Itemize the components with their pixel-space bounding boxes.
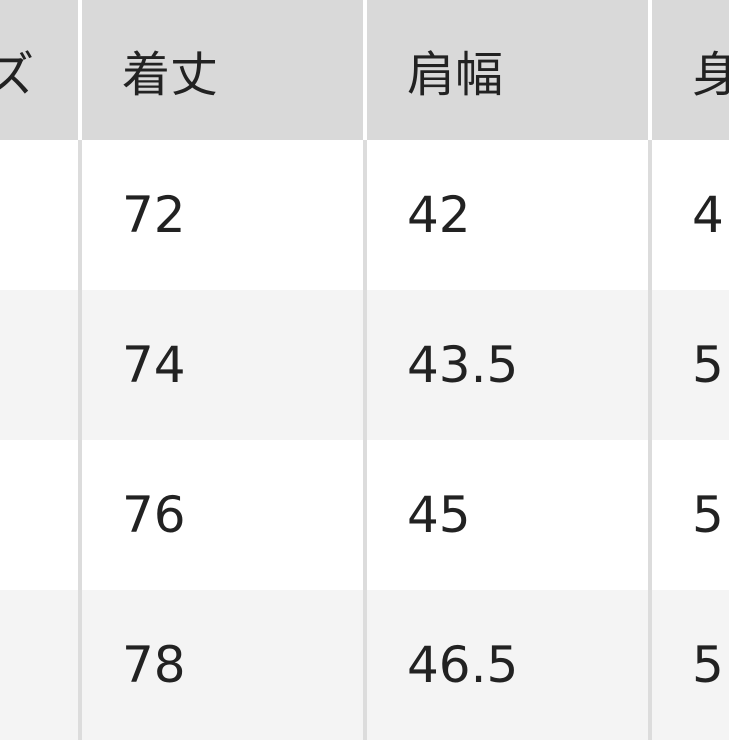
cell-length: 72 [82, 140, 367, 290]
cell-shoulder-width: 42 [367, 140, 652, 290]
cell-length: 76 [82, 440, 367, 590]
header-body-width: 身 [692, 47, 729, 103]
cell-body-width: 4 [692, 186, 724, 244]
cell-body-width: 5 [692, 636, 724, 694]
header-length: 着丈 [82, 0, 367, 140]
cell-length: 74 [82, 290, 367, 440]
cell-size [0, 290, 82, 440]
table-row: 72 42 4 [0, 140, 729, 290]
table-row: 78 46.5 5 [0, 590, 729, 740]
table-row: 76 45 5 [0, 440, 729, 590]
header-size: ズ [0, 0, 82, 140]
header-shoulder-width: 肩幅 [367, 0, 652, 140]
cell-shoulder-width: 45 [367, 440, 652, 590]
cell-body-width: 5 [692, 336, 724, 394]
cell-body-width: 5 [692, 486, 724, 544]
cell-size [0, 440, 82, 590]
table-header-row: ズ 着丈 肩幅 身 [0, 0, 729, 140]
cell-size [0, 140, 82, 290]
cell-length: 78 [82, 590, 367, 740]
cell-shoulder-width: 43.5 [367, 290, 652, 440]
table-row: 74 43.5 5 [0, 290, 729, 440]
cell-size [0, 590, 82, 740]
cell-shoulder-width: 46.5 [367, 590, 652, 740]
